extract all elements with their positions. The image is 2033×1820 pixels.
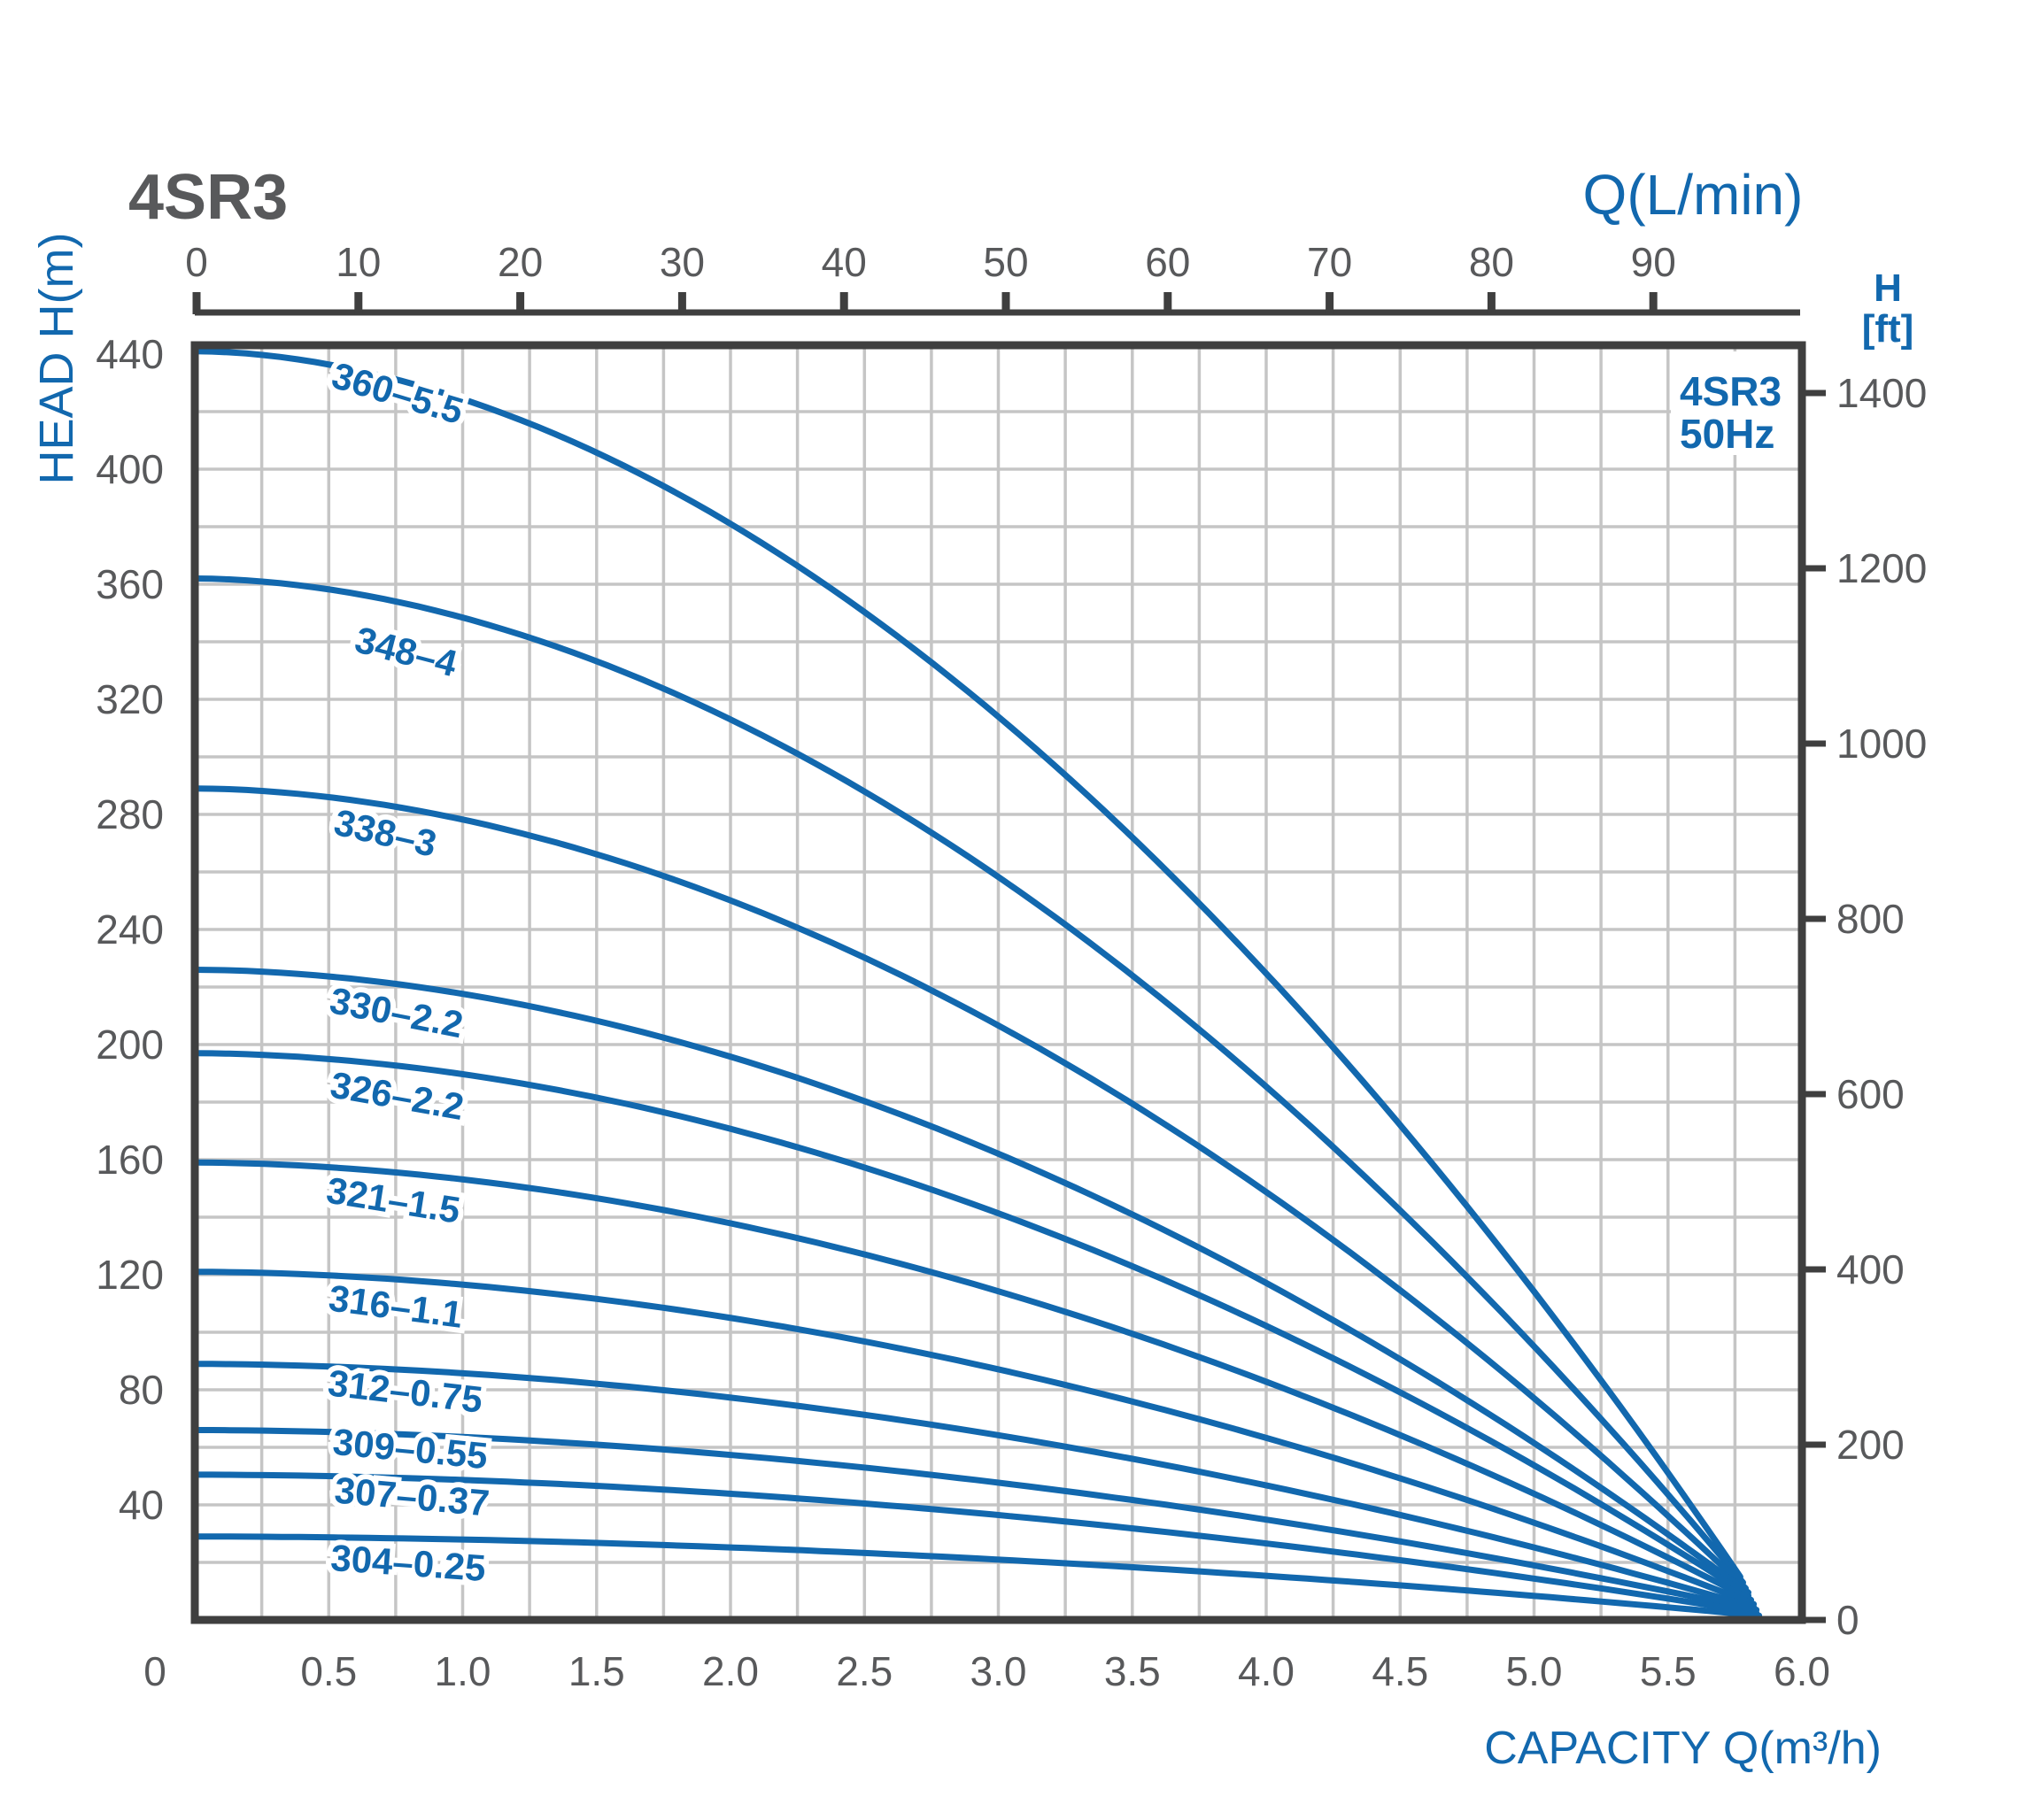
- right-axis-ticks: 1400 1200 1000 800 600 400 200 0: [1803, 370, 1927, 1643]
- top-axis-tick-label: 0: [185, 239, 208, 285]
- right-axis-tick-label: 800: [1836, 896, 1905, 942]
- bottom-axis-tick-label: 5.5: [1640, 1648, 1697, 1694]
- legend-frequency: 50Hz: [1680, 411, 1774, 457]
- pump-curve-321-1.5: [191, 1159, 1754, 1603]
- left-axis-tick-label: 320: [96, 676, 164, 722]
- bottom-axis-tick-label: 0.5: [300, 1648, 357, 1694]
- top-axis-tick-label: 30: [660, 239, 705, 285]
- left-axis-labels: 440 400 360 320 280 240 200 160 120 80 40: [96, 331, 164, 1528]
- bottom-axis-tick-label: 4.0: [1238, 1648, 1295, 1694]
- bottom-axis-tick-label: 3.0: [970, 1648, 1027, 1694]
- pump-curve-316-1.1: [191, 1269, 1758, 1608]
- bottom-axis-tick-label: 0: [143, 1648, 166, 1694]
- right-axis-tick-label: 200: [1836, 1422, 1905, 1468]
- curve-labels: 360–5.5348–4338–3330–2.2326–2.2321–1.531…: [319, 349, 497, 1594]
- legend-series-name: 4SR3: [1680, 368, 1782, 414]
- bottom-axis-tick-label: 1.5: [568, 1648, 625, 1694]
- right-axis-tick-label: 600: [1836, 1071, 1905, 1117]
- left-axis-tick-label: 40: [119, 1482, 164, 1528]
- pump-curve-330-2.2: [191, 967, 1751, 1596]
- grid: [195, 345, 1802, 1620]
- bottom-axis-tick-label: 1.0: [435, 1648, 491, 1694]
- pump-curve-307-0.37: [191, 1471, 1760, 1616]
- pump-curve-312-0.75: [191, 1361, 1758, 1610]
- right-axis-tick-label: 0: [1836, 1597, 1859, 1643]
- top-axis-tick-label: 50: [983, 239, 1028, 285]
- right-axis-label-ft: [ft]: [1862, 307, 1914, 351]
- pump-curve-326-2.2: [191, 1050, 1751, 1599]
- left-axis-tick-label: 200: [96, 1022, 164, 1068]
- top-axis-tick-label: 90: [1631, 239, 1676, 285]
- left-axis-tick-label: 240: [96, 906, 164, 952]
- top-axis-tick-label: 40: [822, 239, 867, 285]
- bottom-axis-tick-label: 6.0: [1774, 1648, 1830, 1694]
- top-axis-tick-label: 80: [1469, 239, 1514, 285]
- left-axis-tick-label: 280: [96, 791, 164, 837]
- legend-box: [1671, 351, 1800, 455]
- top-axis-label: Q(L/min): [1583, 163, 1804, 227]
- curves: [191, 348, 1763, 1619]
- bottom-axis-label: CAPACITY Q(m³/h): [1484, 1723, 1882, 1774]
- top-axis-tick-label: 70: [1307, 239, 1352, 285]
- curve-label: 348–4: [351, 619, 461, 685]
- pump-curve-309-0.55: [191, 1427, 1760, 1614]
- top-axis-tick-label: 10: [336, 239, 381, 285]
- left-axis-tick-label: 360: [96, 561, 164, 607]
- right-axis-tick-label: 400: [1836, 1246, 1905, 1292]
- bottom-axis-tick-label: 2.0: [702, 1648, 759, 1694]
- bottom-axis-labels: 0 0.5 1.0 1.5 2.0 2.5 3.0 3.5 4.0 4.5 5.0 5.5 6.0: [143, 1648, 1830, 1694]
- right-axis-label-h: H: [1874, 266, 1902, 310]
- pump-curve-360-5.5: [191, 348, 1743, 1580]
- right-axis-tick-label: 1200: [1836, 545, 1927, 591]
- chart-title: 4SR3: [128, 162, 288, 233]
- right-axis-tick-label: 1400: [1836, 370, 1927, 416]
- bottom-axis-tick-label: 4.5: [1372, 1648, 1428, 1694]
- plot-border: [190, 341, 1806, 1624]
- left-axis-tick-label: 160: [96, 1137, 164, 1183]
- pump-curve-304-0.25: [191, 1533, 1763, 1619]
- left-axis-tick-label: 80: [119, 1367, 164, 1413]
- left-axis-tick-label: 400: [96, 446, 164, 492]
- left-axis-tick-label: 440: [96, 331, 164, 377]
- curve-label: 309–0.55: [331, 1421, 490, 1477]
- pump-curve-348-4: [191, 575, 1746, 1586]
- left-axis-tick-label: 120: [96, 1252, 164, 1298]
- bottom-axis-tick-label: 2.5: [836, 1648, 893, 1694]
- top-axis-tick-label: 60: [1145, 239, 1190, 285]
- bottom-axis-tick-label: 3.5: [1104, 1648, 1161, 1694]
- left-axis-label: HEAD H(m): [30, 233, 83, 485]
- top-axis-tick-label: 20: [498, 239, 543, 285]
- right-axis-tick-label: 1000: [1836, 721, 1927, 767]
- top-axis-ticks: 0 10 20 30 40 50 60 70 80 90: [185, 239, 1676, 314]
- curve-label: 360–5.5: [328, 354, 468, 432]
- pump-curve-338-3: [191, 785, 1749, 1592]
- bottom-axis-tick-label: 5.0: [1506, 1648, 1563, 1694]
